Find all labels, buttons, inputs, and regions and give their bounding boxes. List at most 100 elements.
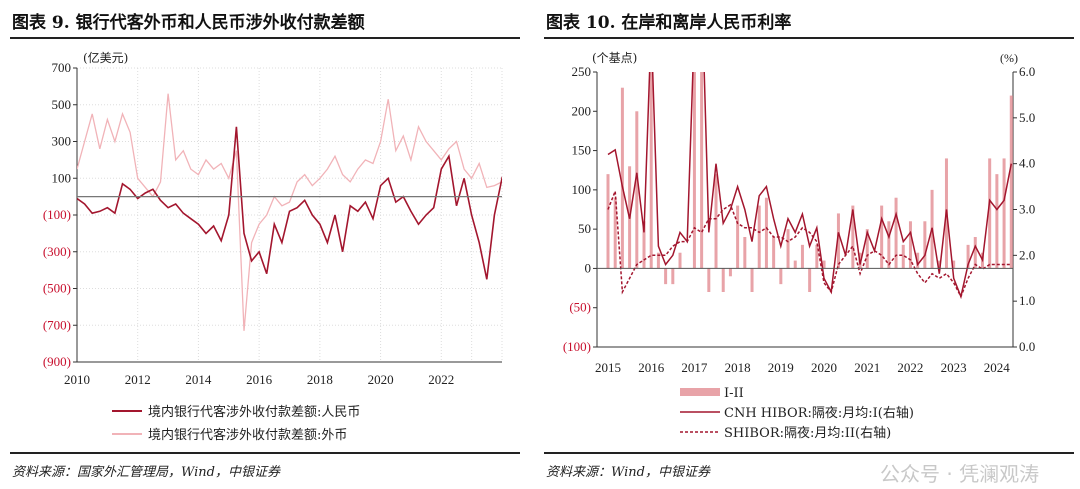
x-tick-label: 2012 [125, 372, 151, 387]
bar [916, 252, 920, 269]
watermark: 公众号 · 凭澜观涛 [880, 462, 1040, 486]
divider [10, 452, 520, 454]
bar [887, 221, 891, 269]
bar [988, 158, 992, 269]
legend-label: CNH HIBOR:隔夜:月均:I(右轴) [724, 406, 914, 421]
divider [10, 37, 520, 39]
y-tick-label: 100 [52, 170, 72, 185]
bar [757, 205, 761, 269]
x-tick-label: 2016 [246, 372, 273, 387]
bar [815, 244, 819, 269]
series-line [607, 190, 1012, 299]
bar [750, 268, 754, 292]
y-right-tick-label: 1.0 [1019, 293, 1035, 308]
bar [995, 174, 999, 269]
bar [721, 268, 725, 292]
y-left-axis-label: (个基点) [592, 51, 637, 65]
x-tick-label: 2019 [768, 360, 794, 375]
legend-label: 境内银行代客涉外收付款差额:人民币 [148, 404, 360, 420]
x-tick-label: 2022 [897, 360, 923, 375]
bar [901, 244, 905, 269]
bar [613, 197, 617, 269]
y-left-tick-label: 250 [572, 64, 592, 79]
y-tick-label: 700 [52, 60, 72, 75]
bar [880, 205, 884, 269]
bar [908, 221, 912, 269]
legend-label: SHIBOR:隔夜:月均:II(右轴) [724, 426, 891, 441]
bar [764, 197, 768, 269]
bar [649, 72, 653, 269]
x-tick-label: 2020 [368, 372, 394, 387]
y-left-tick-label: 200 [572, 103, 592, 118]
legend-swatch [680, 388, 720, 396]
y-tick-label: 300 [52, 134, 72, 149]
bar [808, 268, 812, 292]
bar [851, 205, 855, 269]
y-right-tick-label: 6.0 [1019, 64, 1035, 79]
y-tick-label: (300) [43, 244, 71, 259]
bar [664, 268, 668, 285]
y-tick-label: (500) [43, 281, 71, 296]
y-left-tick-label: 50 [578, 221, 591, 236]
series-line [77, 126, 502, 280]
y-tick-label: (100) [43, 207, 71, 222]
y-right-tick-label: 3.0 [1019, 202, 1035, 217]
y-left-tick-label: 0 [585, 260, 592, 275]
bar [779, 268, 783, 285]
series-line [77, 93, 502, 331]
x-tick-label: 2010 [64, 372, 90, 387]
x-tick-label: 2021 [854, 360, 880, 375]
bar [923, 221, 927, 269]
left-source: 资料来源：国家外汇管理局，Wind，中银证券 [12, 465, 280, 480]
divider [544, 452, 1074, 454]
y-left-tick-label: 150 [572, 143, 592, 158]
x-tick-label: 2016 [638, 360, 665, 375]
y-tick-label: (900) [43, 354, 71, 369]
series-line [607, 72, 1013, 300]
x-tick-label: 2018 [307, 372, 333, 387]
divider [544, 37, 1074, 39]
bar [793, 260, 797, 269]
legend-label: I-II [724, 386, 744, 401]
bar [642, 221, 646, 269]
plot-area [606, 72, 1013, 300]
bar [822, 260, 826, 269]
bar [728, 268, 732, 277]
y-left-tick-label: (50) [569, 300, 591, 315]
plot-area [77, 93, 502, 331]
right-chart-title: 图表 10. 在岸和离岸人民币利率 [546, 13, 792, 33]
bar [865, 229, 869, 269]
bar [1002, 158, 1006, 269]
bar [714, 174, 718, 269]
y-left-tick-label: 100 [572, 182, 592, 197]
y-right-tick-label: 0.0 [1019, 339, 1035, 354]
bar [678, 252, 682, 269]
y-right-axis-label: (%) [1000, 51, 1018, 65]
bar [800, 244, 804, 269]
left-chart-title: 图表 9. 银行代客外币和人民币涉外收付款差额 [12, 13, 365, 33]
bar [671, 268, 675, 285]
bar [736, 205, 740, 269]
y-tick-label: 500 [52, 97, 72, 112]
bar [966, 244, 970, 269]
x-tick-label: 2018 [725, 360, 751, 375]
bar [692, 72, 696, 269]
y-right-tick-label: 2.0 [1019, 247, 1035, 262]
bar [700, 72, 704, 269]
x-tick-label: 2023 [941, 360, 967, 375]
x-tick-label: 2015 [595, 360, 621, 375]
bar [894, 197, 898, 269]
bar [707, 268, 711, 292]
bar [952, 260, 956, 269]
bar [772, 237, 776, 269]
bar [635, 111, 639, 269]
y-axis-label: (亿美元) [83, 50, 128, 65]
legend-label: 境内银行代客涉外收付款差额:外币 [148, 427, 347, 443]
bar [937, 260, 941, 269]
bar [606, 174, 610, 269]
bar [656, 252, 660, 269]
y-right-tick-label: 4.0 [1019, 156, 1035, 171]
bar [786, 229, 790, 269]
bar [620, 87, 624, 269]
